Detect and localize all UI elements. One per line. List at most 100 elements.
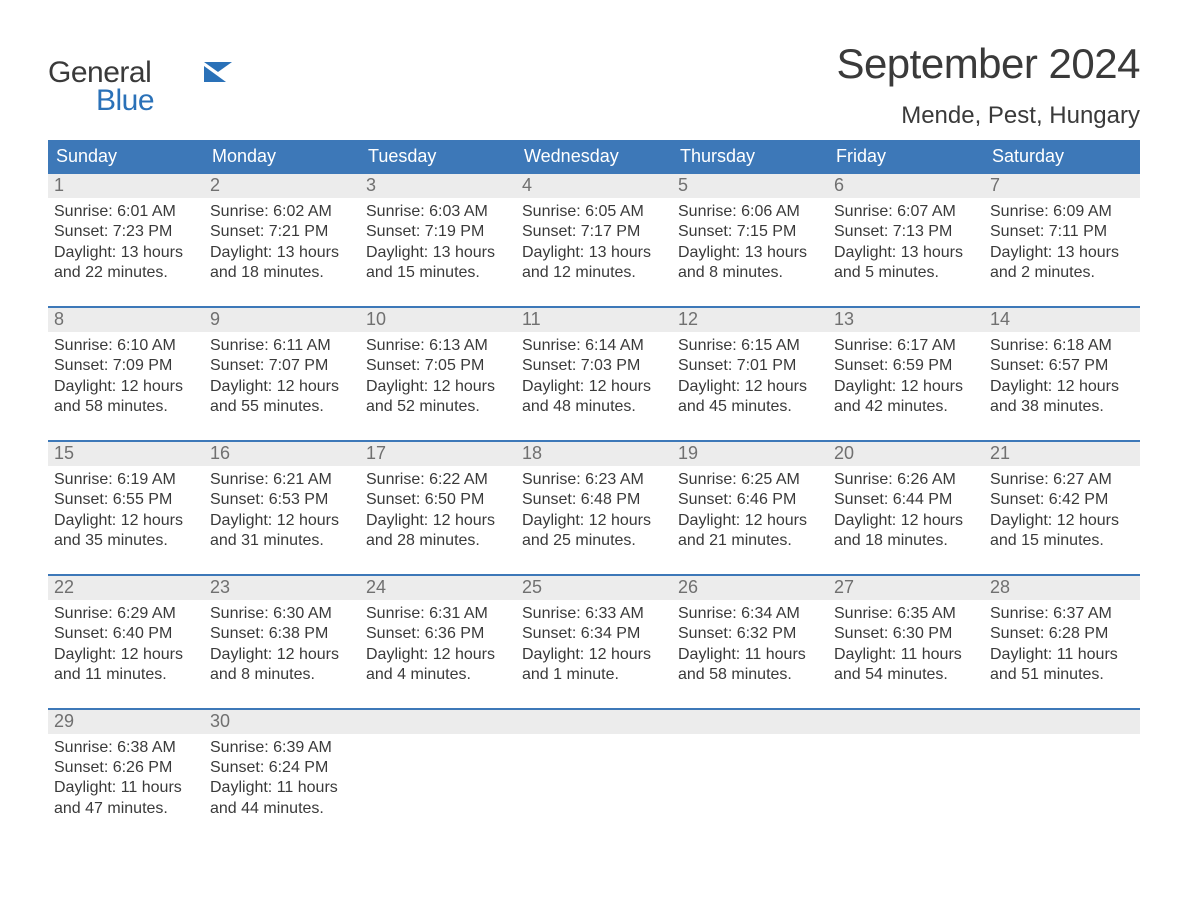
sunset-line: Sunset: 6:53 PM bbox=[210, 490, 354, 510]
sunset-line: Sunset: 7:19 PM bbox=[366, 222, 510, 242]
day-number: 14 bbox=[990, 309, 1010, 329]
day-number: 12 bbox=[678, 309, 698, 329]
sunset-line: Sunset: 6:44 PM bbox=[834, 490, 978, 510]
sunrise-line: Sunrise: 6:26 AM bbox=[834, 470, 978, 490]
daylight-line: Daylight: 12 hours and 58 minutes. bbox=[54, 377, 198, 418]
calendar-day: 11Sunrise: 6:14 AMSunset: 7:03 PMDayligh… bbox=[516, 308, 672, 426]
day-details: Sunrise: 6:02 AMSunset: 7:21 PMDaylight:… bbox=[210, 198, 354, 284]
day-details: Sunrise: 6:25 AMSunset: 6:46 PMDaylight:… bbox=[678, 466, 822, 552]
sunset-line: Sunset: 6:59 PM bbox=[834, 356, 978, 376]
sunrise-line: Sunrise: 6:35 AM bbox=[834, 604, 978, 624]
sunset-line: Sunset: 6:24 PM bbox=[210, 758, 354, 778]
day-details: Sunrise: 6:35 AMSunset: 6:30 PMDaylight:… bbox=[834, 600, 978, 686]
daylight-line: Daylight: 11 hours and 54 minutes. bbox=[834, 645, 978, 686]
daylight-line: Daylight: 13 hours and 22 minutes. bbox=[54, 243, 198, 284]
calendar-day-empty: 0 bbox=[672, 710, 828, 828]
calendar-day: 21Sunrise: 6:27 AMSunset: 6:42 PMDayligh… bbox=[984, 442, 1140, 560]
day-number-bar: 16 bbox=[204, 442, 360, 466]
day-number: 9 bbox=[210, 309, 220, 329]
calendar-day: 5Sunrise: 6:06 AMSunset: 7:15 PMDaylight… bbox=[672, 174, 828, 292]
calendar-day: 13 Sunrise: 6:17 AMSunset: 6:59 PMDayligh… bbox=[828, 308, 984, 426]
weekday-header: Tuesday bbox=[360, 140, 516, 174]
weekday-header: Saturday bbox=[984, 140, 1140, 174]
day-details: Sunrise: 6:10 AMSunset: 7:09 PMDaylight:… bbox=[54, 332, 198, 418]
day-details: Sunrise: 6:15 AMSunset: 7:01 PMDaylight:… bbox=[678, 332, 822, 418]
daylight-line: Daylight: 12 hours and 38 minutes. bbox=[990, 377, 1134, 418]
sunset-line: Sunset: 7:15 PM bbox=[678, 222, 822, 242]
daylight-line: Daylight: 12 hours and 8 minutes. bbox=[210, 645, 354, 686]
sunrise-line: Sunrise: 6:39 AM bbox=[210, 738, 354, 758]
day-number-bar: 0 bbox=[672, 710, 828, 734]
day-number: 29 bbox=[54, 711, 74, 731]
sunset-line: Sunset: 6:38 PM bbox=[210, 624, 354, 644]
day-number: 1 bbox=[54, 175, 64, 195]
calendar-week: 29Sunrise: 6:38 AMSunset: 6:26 PMDayligh… bbox=[48, 708, 1140, 828]
title-block: September 2024 Mende, Pest, Hungary bbox=[836, 40, 1140, 130]
day-number-bar: 29 bbox=[48, 710, 204, 734]
day-details: Sunrise: 6:01 AMSunset: 7:23 PMDaylight:… bbox=[54, 198, 198, 284]
day-details: Sunrise: 6:37 AMSunset: 6:28 PMDaylight:… bbox=[990, 600, 1134, 686]
sunrise-line: Sunrise: 6:05 AM bbox=[522, 202, 666, 222]
day-number-bar: 17 bbox=[360, 442, 516, 466]
day-number: 13 bbox=[834, 309, 854, 329]
calendar-day: 27Sunrise: 6:35 AMSunset: 6:30 PMDayligh… bbox=[828, 576, 984, 694]
daylight-line: Daylight: 13 hours and 2 minutes. bbox=[990, 243, 1134, 284]
sunrise-line: Sunrise: 6:17 AM bbox=[834, 336, 978, 356]
day-number-bar: 9 bbox=[204, 308, 360, 332]
daylight-line: Daylight: 13 hours and 18 minutes. bbox=[210, 243, 354, 284]
calendar: SundayMondayTuesdayWednesdayThursdayFrid… bbox=[48, 140, 1140, 827]
day-number-bar: 0 bbox=[828, 710, 984, 734]
calendar-day: 30 Sunrise: 6:39 AMSunset: 6:24 PMDayligh… bbox=[204, 710, 360, 828]
calendar-day: 28Sunrise: 6:37 AMSunset: 6:28 PMDayligh… bbox=[984, 576, 1140, 694]
sunset-line: Sunset: 7:13 PM bbox=[834, 222, 978, 242]
day-number-bar: 10 bbox=[360, 308, 516, 332]
day-number: 25 bbox=[522, 577, 542, 597]
day-number-bar: 26 bbox=[672, 576, 828, 600]
day-details: Sunrise: 6:09 AMSunset: 7:11 PMDaylight:… bbox=[990, 198, 1134, 284]
calendar-day: 8Sunrise: 6:10 AMSunset: 7:09 PMDaylight… bbox=[48, 308, 204, 426]
day-details: Sunrise: 6:14 AMSunset: 7:03 PMDaylight:… bbox=[522, 332, 666, 418]
sunrise-line: Sunrise: 6:38 AM bbox=[54, 738, 198, 758]
day-number: 20 bbox=[834, 443, 854, 463]
day-number: 3 bbox=[366, 175, 376, 195]
day-number-bar: 19 bbox=[672, 442, 828, 466]
day-number-bar: 0 bbox=[984, 710, 1140, 734]
weekday-header-row: SundayMondayTuesdayWednesdayThursdayFrid… bbox=[48, 140, 1140, 174]
day-number: 10 bbox=[366, 309, 386, 329]
day-details: Sunrise: 6:18 AMSunset: 6:57 PMDaylight:… bbox=[990, 332, 1134, 418]
sunset-line: Sunset: 6:46 PM bbox=[678, 490, 822, 510]
sunrise-line: Sunrise: 6:13 AM bbox=[366, 336, 510, 356]
daylight-line: Daylight: 11 hours and 44 minutes. bbox=[210, 778, 354, 819]
day-number-bar: 27 bbox=[828, 576, 984, 600]
day-number: 4 bbox=[522, 175, 532, 195]
day-details: Sunrise: 6:22 AMSunset: 6:50 PMDaylight:… bbox=[366, 466, 510, 552]
day-details: Sunrise: 6:17 AMSunset: 6:59 PMDaylight:… bbox=[834, 332, 978, 418]
day-number: 30 bbox=[210, 711, 230, 731]
calendar-week: 22Sunrise: 6:29 AMSunset: 6:40 PMDayligh… bbox=[48, 574, 1140, 694]
daylight-line: Daylight: 12 hours and 1 minute. bbox=[522, 645, 666, 686]
weekday-header: Thursday bbox=[672, 140, 828, 174]
day-number-bar: 2 bbox=[204, 174, 360, 198]
sunset-line: Sunset: 6:34 PM bbox=[522, 624, 666, 644]
sunset-line: Sunset: 7:03 PM bbox=[522, 356, 666, 376]
day-number-bar: 11 bbox=[516, 308, 672, 332]
daylight-line: Daylight: 13 hours and 12 minutes. bbox=[522, 243, 666, 284]
sunset-line: Sunset: 7:11 PM bbox=[990, 222, 1134, 242]
weekday-header: Monday bbox=[204, 140, 360, 174]
daylight-line: Daylight: 12 hours and 21 minutes. bbox=[678, 511, 822, 552]
sunset-line: Sunset: 6:50 PM bbox=[366, 490, 510, 510]
day-details: Sunrise: 6:27 AMSunset: 6:42 PMDaylight:… bbox=[990, 466, 1134, 552]
day-details: Sunrise: 6:05 AMSunset: 7:17 PMDaylight:… bbox=[522, 198, 666, 284]
calendar-day: 24Sunrise: 6:31 AMSunset: 6:36 PMDayligh… bbox=[360, 576, 516, 694]
sunrise-line: Sunrise: 6:19 AM bbox=[54, 470, 198, 490]
day-number: 7 bbox=[990, 175, 1000, 195]
daylight-line: Daylight: 12 hours and 42 minutes. bbox=[834, 377, 978, 418]
calendar-day: 23Sunrise: 6:30 AMSunset: 6:38 PMDayligh… bbox=[204, 576, 360, 694]
sunset-line: Sunset: 6:32 PM bbox=[678, 624, 822, 644]
calendar-day: 12 Sunrise: 6:15 AMSunset: 7:01 PMDayligh… bbox=[672, 308, 828, 426]
sunrise-line: Sunrise: 6:09 AM bbox=[990, 202, 1134, 222]
day-number: 19 bbox=[678, 443, 698, 463]
calendar-day: 2Sunrise: 6:02 AMSunset: 7:21 PMDaylight… bbox=[204, 174, 360, 292]
day-details: Sunrise: 6:29 AMSunset: 6:40 PMDaylight:… bbox=[54, 600, 198, 686]
sunrise-line: Sunrise: 6:34 AM bbox=[678, 604, 822, 624]
